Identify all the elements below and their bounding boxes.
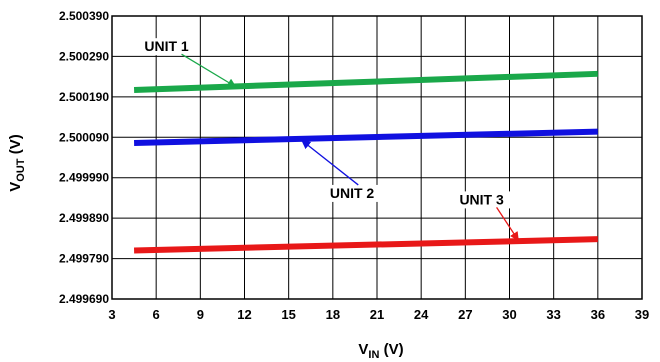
annotation-arrow-unit-3 <box>496 207 519 242</box>
series-line-unit-2 <box>134 128 598 146</box>
x-tick-label: 9 <box>197 307 204 322</box>
annotation-arrow-unit-2 <box>301 139 359 186</box>
y-tick-label: 2.500190 <box>59 90 109 104</box>
x-tick-label: 33 <box>546 307 560 322</box>
x-tick-labels: 3 6 9 12 15 18 21 24 27 30 33 36 39 <box>108 307 649 322</box>
annotation-label-unit-3: UNIT 3 <box>459 191 504 207</box>
x-tick-label: 36 <box>591 307 605 322</box>
x-tick-label: 21 <box>370 307 384 322</box>
annotation-label-background <box>326 184 385 202</box>
y-tick-label: 2.499990 <box>59 171 109 185</box>
y-axis-label: VOUT (V) <box>7 134 27 191</box>
annotation-label-unit-2: UNIT 2 <box>330 185 375 201</box>
x-tick-label: 39 <box>635 307 649 322</box>
y-tick-label: 2.499890 <box>59 211 109 225</box>
annotation-label-background <box>141 38 199 56</box>
series-group <box>133 70 598 254</box>
y-tick-label: 2.500390 <box>59 9 109 23</box>
x-tick-label: 30 <box>502 307 516 322</box>
grid <box>111 15 643 300</box>
y-tick-label: 2.499790 <box>59 252 109 266</box>
annotation-arrow-unit-1 <box>181 53 237 88</box>
x-tick-label: 27 <box>458 307 472 322</box>
x-tick-label: 12 <box>237 307 251 322</box>
x-tick-label: 18 <box>326 307 340 322</box>
y-tick-label: 2.500090 <box>59 130 109 144</box>
x-tick-label: 24 <box>414 307 429 322</box>
annotations-group: UNIT 1 UNIT 2 UNIT 3 <box>141 38 519 242</box>
x-axis-label: VIN (V) <box>358 341 403 361</box>
series-line-unit-1 <box>133 70 598 93</box>
annotation-label-background <box>456 191 515 209</box>
x-tick-label: 15 <box>281 307 295 322</box>
series-line-unit-3 <box>134 236 598 254</box>
x-tick-label: 6 <box>153 307 160 322</box>
plot-frame <box>111 15 643 300</box>
x-tick-label: 3 <box>108 307 115 322</box>
y-tick-label: 2.500290 <box>59 49 109 63</box>
annotation-label-unit-1: UNIT 1 <box>144 38 189 54</box>
y-tick-label: 2.499690 <box>59 292 109 306</box>
y-tick-labels: 2.499690 2.499790 2.499890 2.499990 2.500090… <box>59 9 109 306</box>
